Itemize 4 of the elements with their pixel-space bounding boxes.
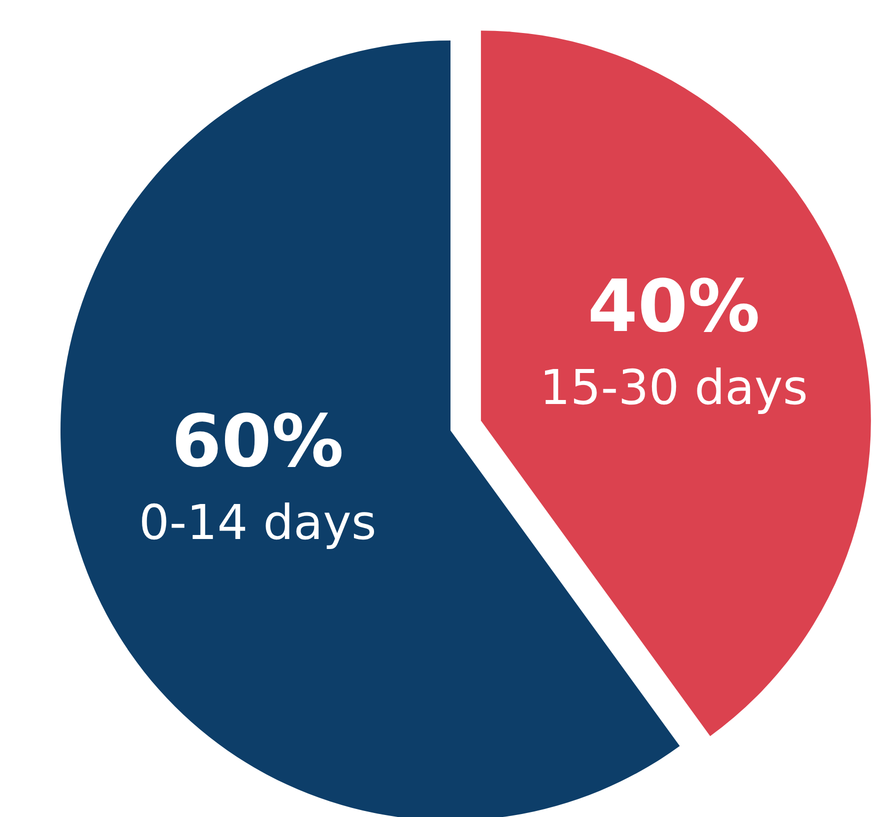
data-label: 40% — [588, 264, 760, 348]
data-label: 60% — [171, 399, 344, 484]
slice-label: 15-30 days — [540, 360, 808, 416]
slice-label: 0-14 days — [138, 495, 376, 552]
